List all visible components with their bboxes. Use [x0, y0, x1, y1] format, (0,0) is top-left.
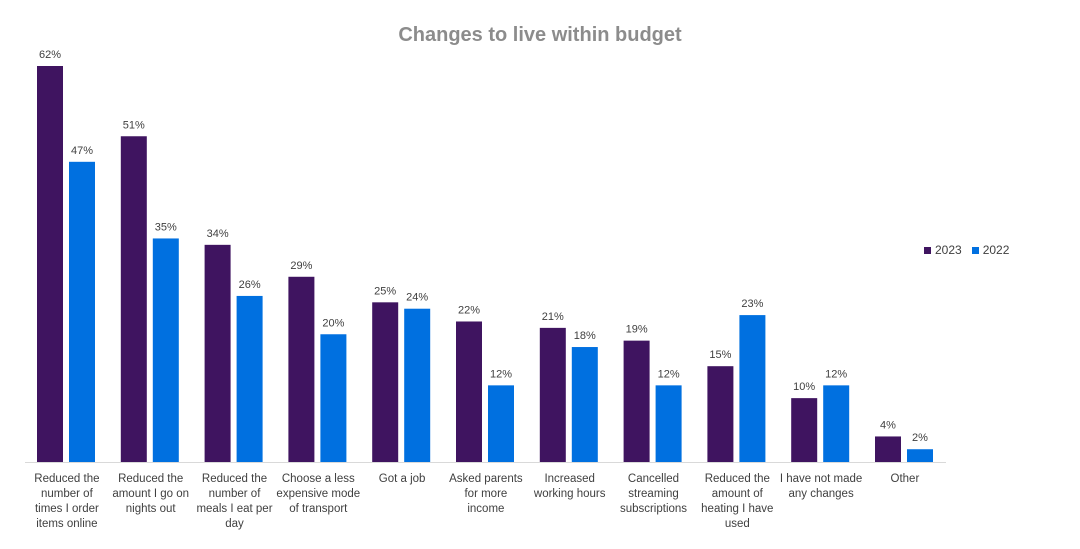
bar-2022-7 [655, 385, 682, 462]
chart-title: Changes to live within budget [398, 24, 682, 46]
bar-2023-10 [875, 436, 901, 462]
legend-label-2022: 2022 [982, 243, 1010, 257]
bar-2022-0 [69, 161, 95, 462]
data-label-2023-0: 62% [39, 49, 61, 61]
bar-2022-6 [571, 347, 598, 462]
legend: 2023 2022 [924, 243, 1009, 257]
x-tick-label-10: Other [891, 473, 920, 485]
bar-2022-4 [404, 308, 431, 462]
x-tick-label-6: Increased working hours [533, 473, 606, 500]
bar-2023-6 [539, 327, 566, 462]
bar-2023-1 [120, 136, 147, 463]
bar-2023-9 [791, 398, 818, 462]
data-label-2023-2: 34% [207, 228, 229, 240]
data-label-2023-9: 10% [793, 381, 815, 393]
bar-2022-3 [320, 334, 347, 462]
bar-2023-7 [623, 340, 650, 462]
data-label-2023-10: 4% [880, 419, 896, 431]
x-tick-label-1: Reduced the amount I go on nights out [112, 473, 189, 515]
data-label-2022-3: 20% [322, 317, 344, 329]
x-tick-label-2: Reduced the number of meals I eat per day [196, 473, 272, 530]
data-label-2022-6: 18% [574, 330, 596, 342]
bar-2022-9 [823, 385, 850, 462]
bar-2023-3 [288, 276, 315, 462]
data-label-2023-8: 15% [709, 349, 731, 361]
bar-2022-2 [236, 295, 263, 462]
data-label-2023-7: 19% [626, 324, 648, 336]
data-label-2023-1: 51% [123, 119, 145, 131]
bar-2023-4 [372, 302, 399, 462]
data-label-2023-6: 21% [542, 311, 564, 323]
bar-2022-8 [739, 315, 766, 462]
x-tick-label-8: Reduced the amount of heating I have used [701, 473, 773, 530]
data-label-2022-10: 2% [912, 432, 928, 444]
legend-item-2023: 2023 [924, 243, 962, 257]
x-tick-label-3: Choose a less expensive mode of transport [276, 473, 360, 515]
bar-2022-1 [152, 238, 179, 462]
bar-2022-5 [488, 385, 514, 462]
x-tick-label-5: Asked parents for more income [449, 473, 523, 515]
x-tick-label-7: Cancelled streaming subscriptions [620, 473, 687, 515]
data-label-2022-8: 23% [741, 298, 763, 310]
data-label-2022-0: 47% [71, 145, 93, 157]
x-tick-label-9: I have not made any changes [780, 473, 862, 500]
x-tick-label-4: Got a job [379, 473, 426, 485]
legend-item-2022: 2022 [971, 243, 1010, 257]
data-label-2022-5: 12% [490, 368, 512, 380]
data-label-2022-2: 26% [239, 279, 261, 291]
bar-2022-10 [907, 449, 933, 462]
data-label-2022-1: 35% [155, 221, 177, 233]
bar-2023-2 [204, 244, 231, 462]
data-label-2022-7: 12% [658, 368, 680, 380]
legend-swatch-2023 [924, 246, 931, 254]
data-label-2023-4: 25% [374, 285, 396, 297]
legend-label-2023: 2023 [935, 243, 962, 257]
data-label-2022-4: 24% [406, 292, 428, 304]
data-label-2022-9: 12% [825, 368, 847, 380]
data-label-2023-5: 22% [458, 304, 480, 316]
legend-swatch-2022 [971, 246, 979, 254]
bar-2023-5 [456, 321, 482, 462]
bar-2023-8 [707, 366, 734, 462]
bar-2023-0 [37, 66, 63, 462]
x-tick-label-0: Reduced the number of times I order items o… [34, 473, 99, 530]
data-label-2023-3: 29% [290, 260, 312, 272]
